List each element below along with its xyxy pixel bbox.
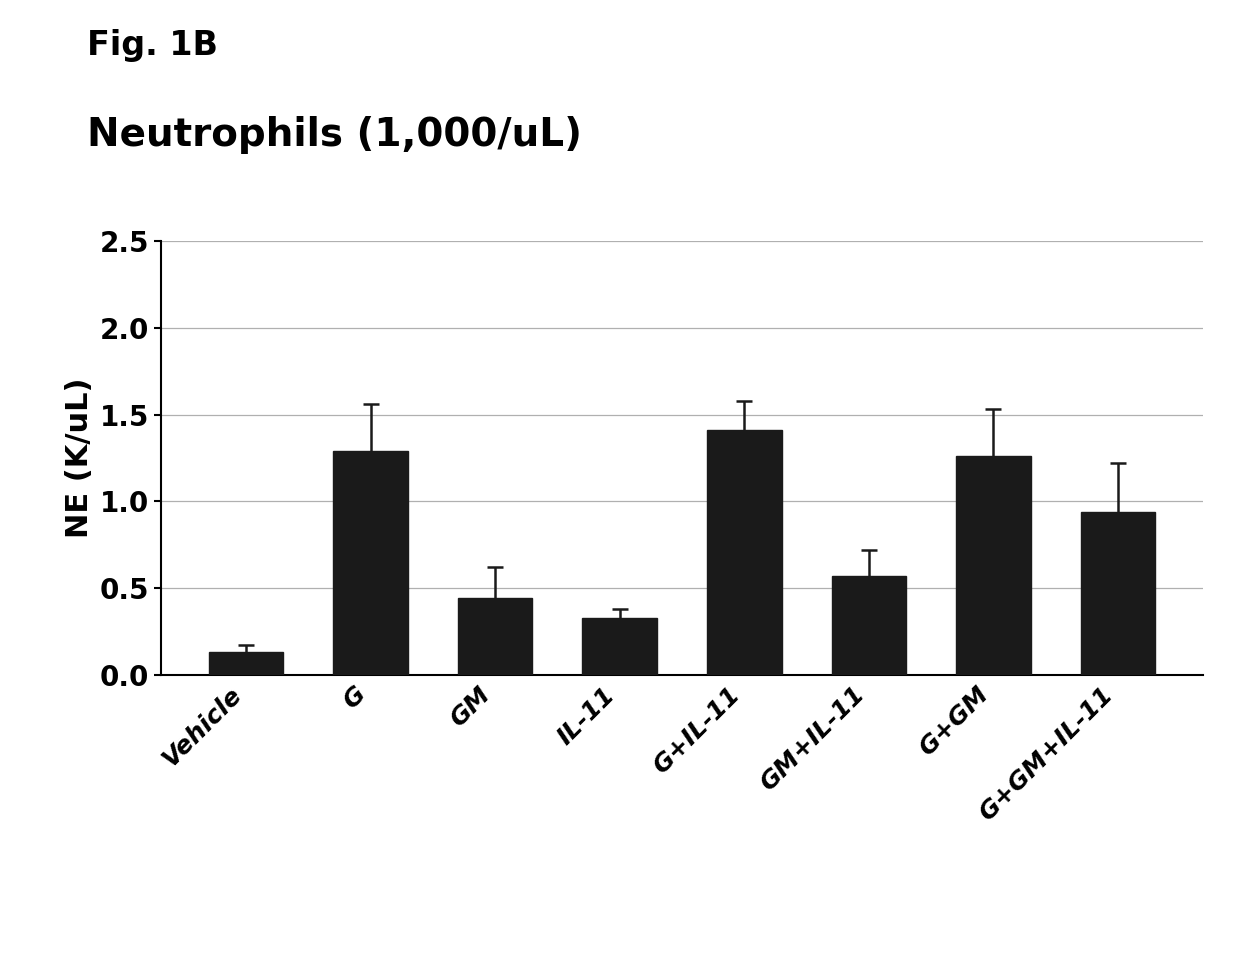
Bar — [1081, 512, 1156, 675]
Bar — [458, 599, 532, 675]
Bar — [956, 456, 1030, 675]
Bar — [832, 576, 906, 675]
Bar — [707, 430, 781, 675]
Bar — [208, 653, 283, 675]
Bar — [334, 451, 408, 675]
Text: Fig. 1B: Fig. 1B — [87, 29, 218, 62]
Bar — [583, 618, 657, 675]
Text: Neutrophils (1,000/uL): Neutrophils (1,000/uL) — [87, 116, 582, 153]
Y-axis label: NE (K/uL): NE (K/uL) — [66, 378, 94, 538]
